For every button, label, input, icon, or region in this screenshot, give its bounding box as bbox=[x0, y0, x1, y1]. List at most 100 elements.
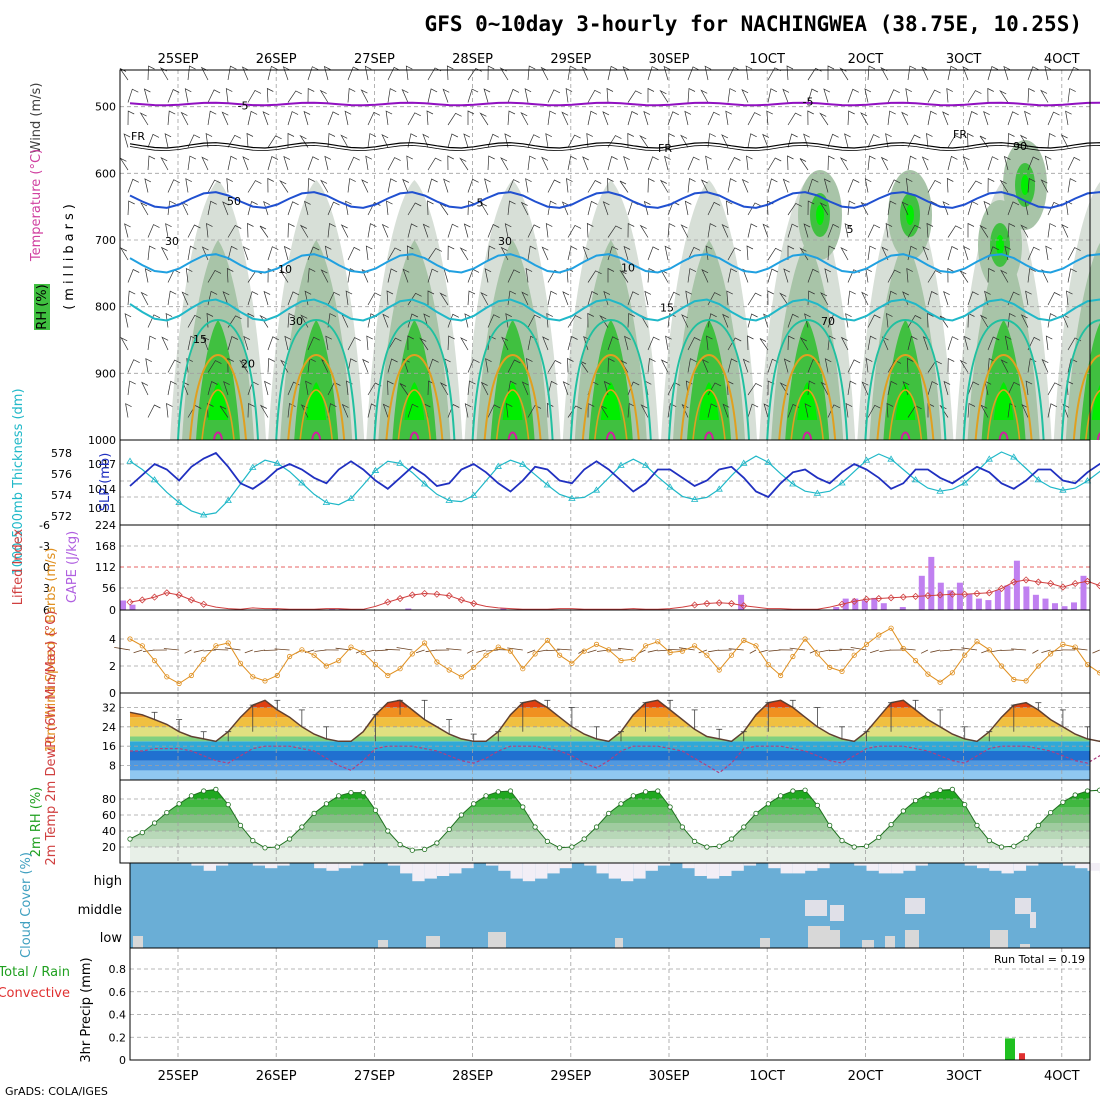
rh-point bbox=[544, 838, 551, 845]
wind10m-panel: 4 2 0 10m Wind Speed & Barbs (m/s) bbox=[44, 548, 1100, 752]
wind-barb bbox=[165, 223, 172, 238]
wind-barb bbox=[783, 358, 791, 373]
wind-barb bbox=[227, 335, 239, 351]
wind-barb bbox=[367, 292, 381, 306]
wind-barb bbox=[567, 155, 577, 171]
wind-barb bbox=[307, 66, 319, 81]
wind-barb bbox=[967, 402, 976, 418]
rh-point bbox=[753, 810, 759, 817]
wind-barb bbox=[659, 89, 669, 103]
wind-barb bbox=[687, 246, 701, 261]
wind-barb bbox=[947, 336, 959, 351]
wind-barb bbox=[147, 314, 161, 328]
thickness-point bbox=[126, 457, 134, 464]
wind-barb bbox=[161, 336, 169, 351]
wind-barb bbox=[947, 155, 958, 171]
wind-barb bbox=[861, 291, 869, 306]
wind-barb bbox=[124, 223, 131, 238]
wind-barb bbox=[906, 268, 913, 283]
isotherm-30-arch bbox=[299, 389, 333, 441]
wind-barb bbox=[1027, 178, 1036, 193]
wind-barb bbox=[867, 314, 881, 328]
wind-barb bbox=[627, 312, 635, 328]
wind-barb bbox=[587, 312, 594, 328]
rh-point bbox=[372, 807, 379, 813]
wind-barb bbox=[247, 402, 255, 418]
wind-barb bbox=[526, 358, 533, 373]
cloud-low-label: low bbox=[100, 931, 123, 946]
li-point bbox=[187, 596, 195, 604]
wind-barb bbox=[927, 381, 939, 396]
rh-point bbox=[814, 802, 821, 809]
thickness-line bbox=[129, 451, 1100, 516]
wind-point bbox=[213, 643, 219, 649]
wind-barb bbox=[967, 222, 975, 238]
wind-barb bbox=[647, 87, 655, 103]
wind-barb bbox=[527, 245, 537, 261]
wind-barb bbox=[582, 246, 590, 261]
wind-barb bbox=[667, 111, 679, 126]
tick-label: 56 bbox=[102, 582, 116, 595]
wind-barb bbox=[627, 291, 639, 306]
tick-label: 60 bbox=[102, 809, 116, 822]
wind-barb bbox=[647, 177, 655, 193]
wind-barb bbox=[627, 90, 642, 103]
precip-frame bbox=[129, 947, 1091, 1061]
wind-barb bbox=[123, 133, 131, 148]
li-point bbox=[1047, 579, 1055, 588]
cape-bar bbox=[947, 590, 954, 610]
rh-point bbox=[655, 788, 661, 794]
wind-barb bbox=[480, 381, 489, 396]
wind-barb bbox=[187, 155, 197, 171]
wind-barb bbox=[987, 87, 994, 103]
isotherm-30-arch bbox=[888, 389, 923, 441]
cape-bar bbox=[738, 594, 745, 610]
li-point bbox=[912, 592, 920, 600]
wind-barb bbox=[987, 156, 999, 171]
rh-contour-label: 30 bbox=[289, 315, 303, 328]
chart-title: GFS 0~10day 3-hourly for NACHINGWEA (38.… bbox=[425, 12, 1082, 36]
wind-barb bbox=[527, 314, 541, 328]
rh-point bbox=[360, 789, 366, 796]
wind-barb bbox=[847, 380, 857, 396]
li-point bbox=[1083, 577, 1092, 585]
precip-bars bbox=[1005, 1038, 1025, 1060]
wind-point bbox=[704, 652, 710, 658]
cloud-high-gap bbox=[964, 863, 977, 866]
wind-barb bbox=[439, 382, 449, 396]
wind-barb bbox=[263, 201, 270, 216]
wind-barb bbox=[365, 245, 373, 261]
wind-barb bbox=[180, 111, 189, 126]
rh-point bbox=[286, 836, 293, 842]
wind-point bbox=[1035, 663, 1041, 669]
wind-barb bbox=[701, 358, 709, 373]
cape-bar bbox=[966, 594, 973, 610]
thickness-point bbox=[199, 511, 208, 518]
rh-point bbox=[262, 845, 268, 851]
li-point bbox=[421, 589, 429, 598]
wind-barb bbox=[487, 335, 496, 351]
wind-barb bbox=[887, 269, 901, 283]
isotherm-label: 20 bbox=[241, 358, 255, 371]
wind10m-barb bbox=[314, 649, 327, 652]
wind-barb bbox=[464, 403, 472, 418]
wind-barb bbox=[787, 155, 794, 171]
wind-barb bbox=[547, 200, 557, 216]
wind-barb bbox=[246, 132, 254, 148]
wind-barb bbox=[340, 134, 349, 148]
rh-point bbox=[348, 789, 354, 796]
wind10m-barb bbox=[396, 647, 413, 651]
wind-barb bbox=[566, 178, 573, 193]
wind-barb bbox=[827, 65, 835, 80]
wind-barb bbox=[967, 381, 980, 396]
wind-barb bbox=[726, 290, 733, 306]
wind-barb bbox=[327, 313, 337, 328]
temperature-axis-label: Temperature (°C) bbox=[29, 149, 44, 262]
wind-barb bbox=[127, 88, 139, 103]
date-label-bottom: 1OCT bbox=[749, 1069, 785, 1084]
wind-barb bbox=[827, 223, 840, 238]
rh-axis-label: RH (%) bbox=[35, 284, 50, 329]
wind-barb bbox=[725, 200, 733, 216]
wind-point bbox=[1023, 678, 1029, 684]
wind-speed-line bbox=[129, 627, 1100, 685]
